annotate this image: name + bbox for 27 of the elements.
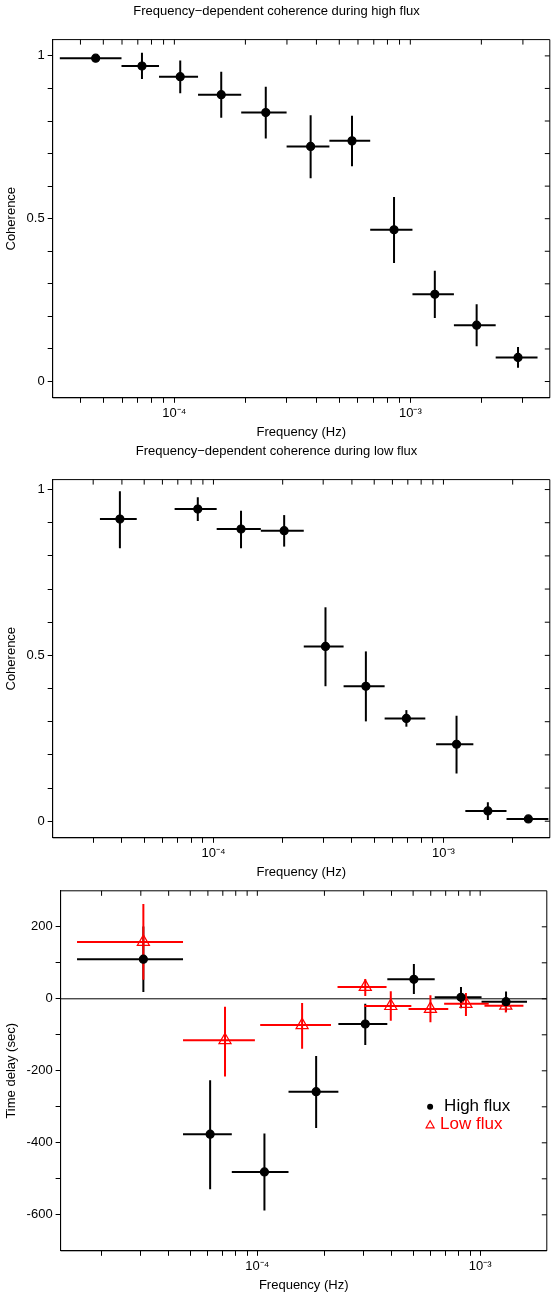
y-tick-label: -600 — [26, 1206, 53, 1222]
x-axis-title: Frequency (Hz) — [256, 423, 347, 439]
x-axis-title: Frequency (Hz) — [256, 863, 347, 879]
legend-label: Low flux — [440, 1114, 503, 1134]
y-axis-title: Time delay (sec) — [3, 1023, 19, 1119]
y-tick-label: -400 — [26, 1134, 53, 1150]
y-tick-label: 0.5 — [26, 210, 45, 226]
x-tick-label: 10⁻⁴ — [162, 405, 187, 421]
y-tick-label: -200 — [26, 1062, 53, 1078]
x-tick-label: 10⁻³ — [432, 845, 456, 861]
y-tick-label: 0 — [45, 990, 53, 1006]
x-tick-label: 10⁻⁴ — [245, 1258, 270, 1274]
x-tick-label: 10⁻³ — [398, 405, 423, 421]
y-tick-label: 200 — [30, 918, 53, 934]
y-tick-label: 1 — [37, 481, 45, 497]
y-axis-title: Coherence — [3, 186, 19, 251]
chart-title: Frequency−dependent coherence during high flux — [133, 3, 421, 19]
x-axis-title: Frequency (Hz) — [258, 1276, 349, 1292]
y-tick-label: 0 — [37, 812, 45, 828]
y-tick-label: 1 — [37, 47, 45, 63]
y-axis-title: Coherence — [3, 626, 19, 691]
y-tick-label: 0 — [37, 373, 45, 389]
x-tick-label: 10⁻⁴ — [201, 845, 226, 861]
x-tick-label: 10⁻³ — [468, 1258, 493, 1274]
legend-label: High flux — [444, 1096, 511, 1116]
y-tick-label: 0.5 — [26, 646, 45, 662]
chart-title: Frequency−dependent coherence during low flux — [135, 443, 418, 459]
